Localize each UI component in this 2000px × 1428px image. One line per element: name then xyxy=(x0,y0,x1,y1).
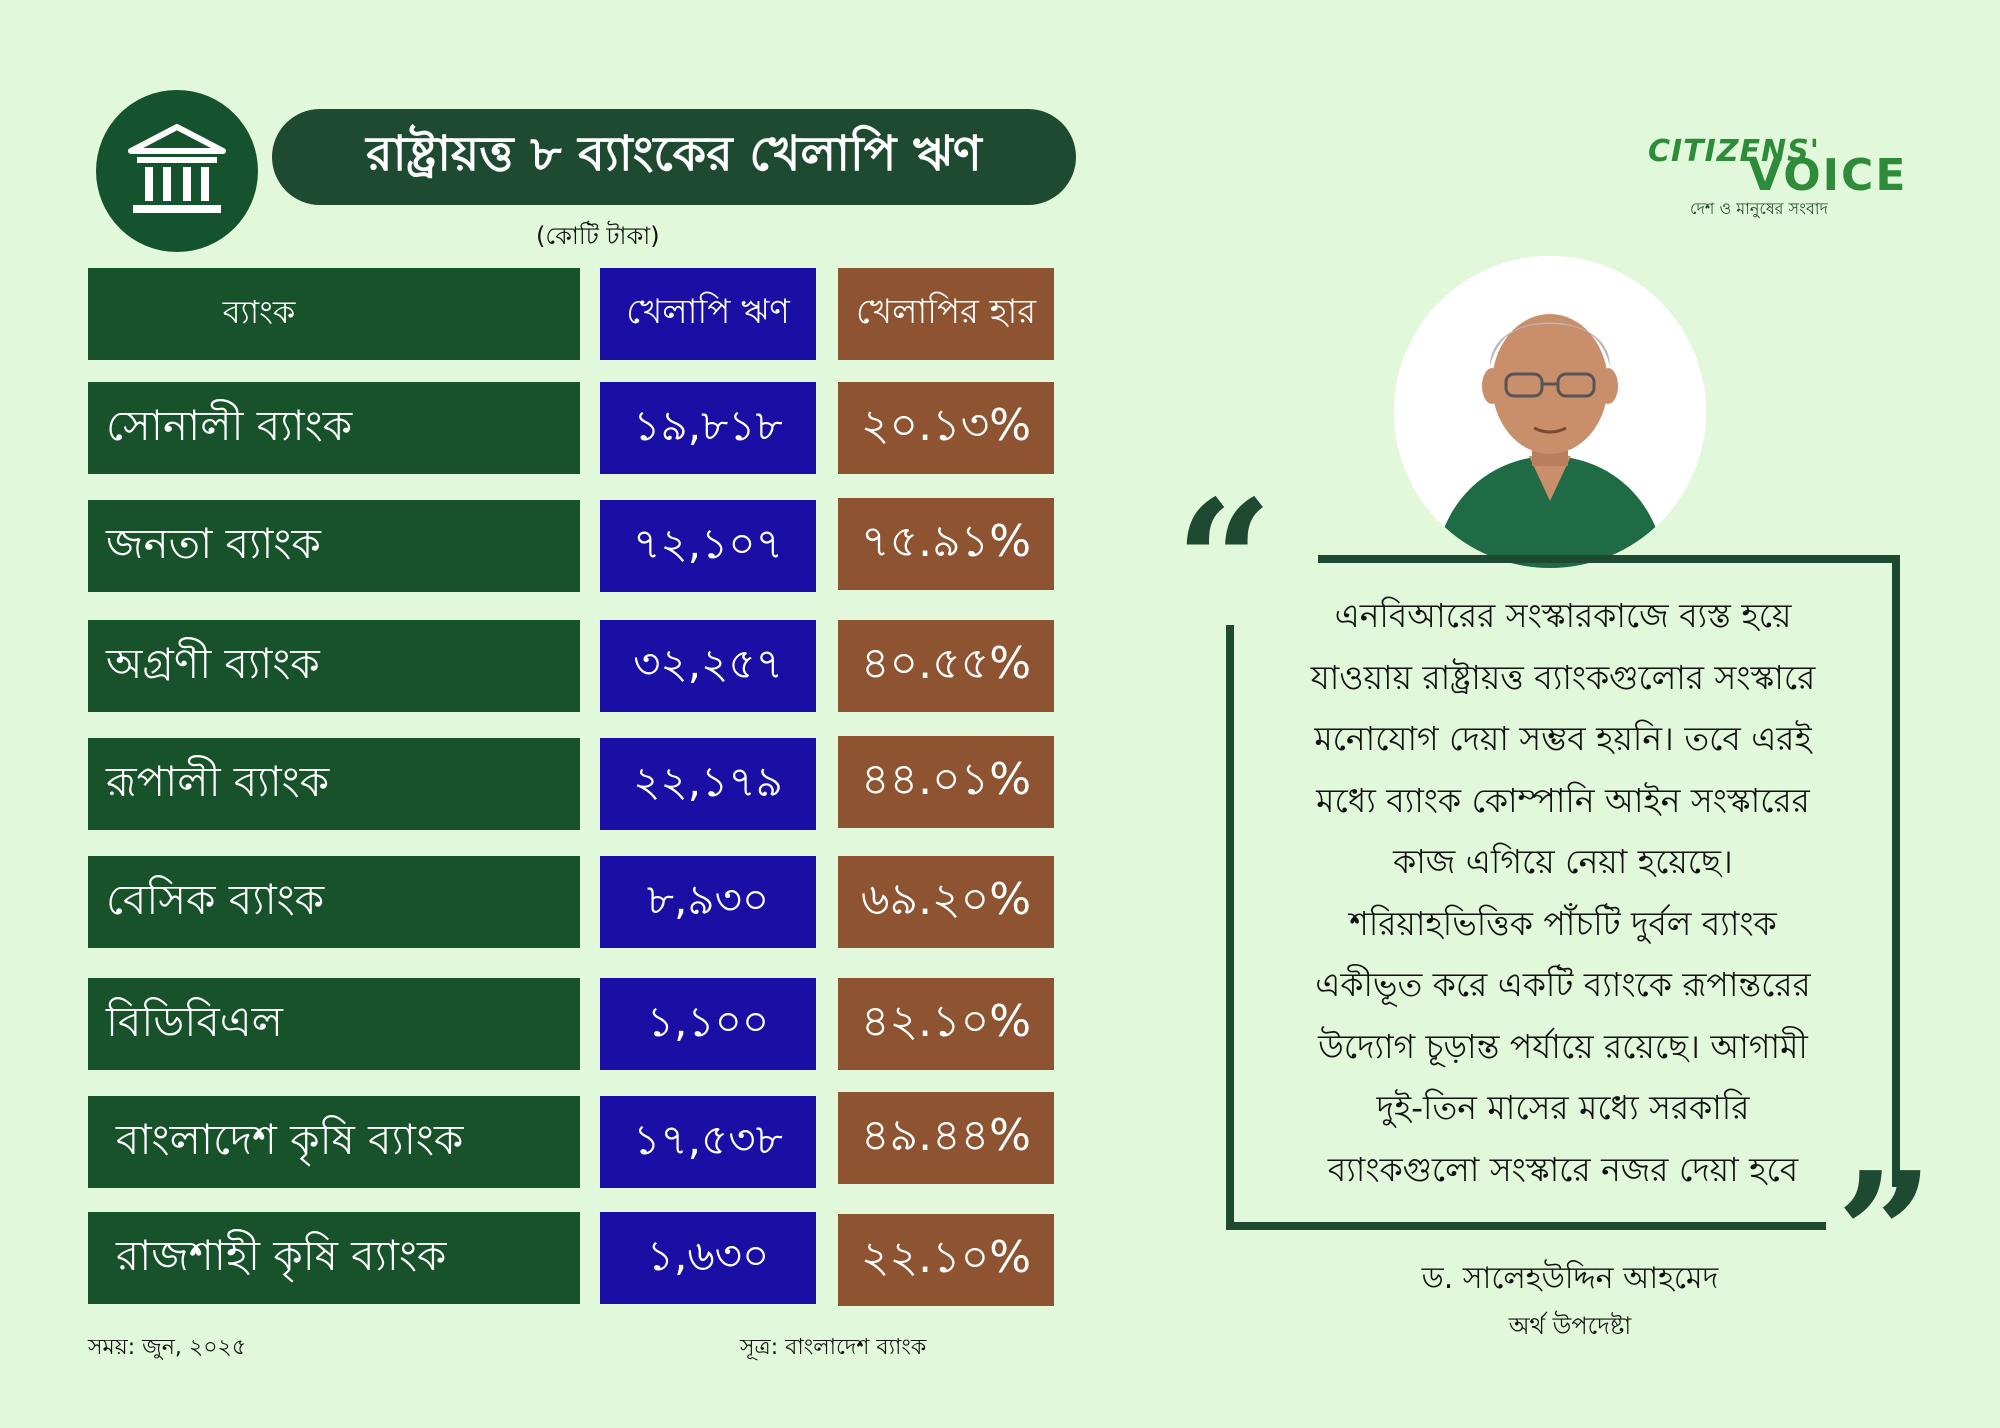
table-row-rate: ৪৯.৪৪% xyxy=(838,1092,1054,1184)
close-quote-icon: ” xyxy=(1836,1135,1934,1335)
quote-frame-bottom xyxy=(1226,1222,1826,1230)
quote-frame-left xyxy=(1226,625,1234,1230)
table-row-rate: ৪০.৫৫% xyxy=(838,620,1054,712)
table-row-bank: রূপালী ব্যাংক xyxy=(88,738,580,830)
table-row-bank: বাংলাদেশ কৃষি ব্যাংক xyxy=(88,1096,580,1188)
logo-citizens: CITIZENS' xyxy=(1648,134,1820,169)
column-header-loan: খেলাপি ঋণ xyxy=(600,268,816,360)
table-row-bank: বেসিক ব্যাংক xyxy=(88,856,580,948)
table-row-loan: ৩২,২৫৭ xyxy=(600,620,816,712)
table-row-loan: ২২,১৭৯ xyxy=(600,738,816,830)
quote-frame-top xyxy=(1318,555,1900,563)
table-row-rate: ৪২.১০% xyxy=(838,978,1054,1070)
source-note: সূত্র: বাংলাদেশ ব্যাংক xyxy=(740,1335,927,1360)
quote-line: মধ্যে ব্যাংক কোম্পানি আইন সংস্কারের xyxy=(1316,780,1810,820)
table-row-bank: সোনালী ব্যাংক xyxy=(88,382,580,474)
unit-label: (কোটি টাকা) xyxy=(536,222,660,250)
quote-line: একীভূত করে একটি ব্যাংকে রূপান্তরের xyxy=(1315,965,1811,1004)
table-row-rate: ৪৪.০১% xyxy=(838,736,1054,828)
table-row-rate: ৭৫.৯১% xyxy=(838,498,1054,590)
portrait-photo xyxy=(1394,256,1706,568)
table-row-rate: ৬৯.২০% xyxy=(838,856,1054,948)
logo-voice: VOICE xyxy=(1748,150,1908,201)
time-note: সময়: জুন, ২০২৫ xyxy=(88,1335,247,1360)
table-row-bank: বিডিবিএল xyxy=(88,978,580,1070)
quote-text: এনবিআরের সংস্কারকাজে ব্যস্ত হয়ে যাওয়ায… xyxy=(1248,585,1878,1200)
page-title: রাষ্ট্রায়ত্ত ৮ ব্যাংকের খেলাপি ঋণ xyxy=(272,109,1076,205)
table-row-bank: অগ্রণী ব্যাংক xyxy=(88,620,580,712)
bank-icon-badge xyxy=(96,90,258,252)
quote-frame-right xyxy=(1892,555,1900,1187)
bank-building-icon xyxy=(128,124,226,213)
table-row-bank: রাজশাহী কৃষি ব্যাংক xyxy=(88,1212,580,1304)
quote-line: শরিয়াহভিত্তিক পাঁচটি দুর্বল ব্যাংক xyxy=(1349,903,1777,943)
table-row-loan: ৮,৯৩০ xyxy=(600,856,816,948)
table-row-loan: ১,১০০ xyxy=(600,978,816,1070)
quote-line: ব্যাংকগুলো সংস্কারে নজর দেয়া হবে xyxy=(1327,1149,1799,1189)
quote-line: যাওয়ায় রাষ্ট্রায়ত্ত ব্যাংকগুলোর সংস্ক… xyxy=(1310,657,1816,697)
column-header-rate: খেলাপির হার xyxy=(838,268,1054,360)
table-row-loan: ১৯,৮১৮ xyxy=(600,382,816,474)
author-designation: অর্থ উপদেষ্টা xyxy=(1508,1312,1632,1340)
quote-line: দুই-তিন মাসের মধ্যে সরকারি xyxy=(1376,1088,1750,1127)
person-portrait-icon xyxy=(1394,256,1706,568)
table-row-loan: ১৭,৫৩৮ xyxy=(600,1096,816,1188)
table-row-bank: জনতা ব্যাংক xyxy=(88,500,580,592)
table-row-loan: ৭২,১০৭ xyxy=(600,500,816,592)
table-row-rate: ২০.১৩% xyxy=(838,382,1054,474)
table-row-loan: ১,৬৩০ xyxy=(600,1212,816,1304)
quote-line: এনবিআরের সংস্কারকাজে ব্যস্ত হয়ে xyxy=(1334,596,1792,635)
table-row-rate: ২২.১০% xyxy=(838,1214,1054,1306)
quote-line: কাজ এগিয়ে নেয়া হয়েছে। xyxy=(1393,842,1733,881)
quote-line: উদ্যোগ চূড়ান্ত পর্যায়ে রয়েছে। আগামী xyxy=(1318,1026,1808,1066)
logo-tagline: দেশ ও মানুষের সংবাদ xyxy=(1690,199,1828,218)
quote-line: মনোযোগ দেয়া সম্ভব হয়নি। তবে এরই xyxy=(1314,719,1812,758)
quote-author: ড. সালেহউদ্দিন আহমেদ xyxy=(1421,1261,1719,1296)
open-quote-icon: “ xyxy=(1175,463,1273,663)
column-header-bank: ব্যাংক xyxy=(88,268,580,360)
